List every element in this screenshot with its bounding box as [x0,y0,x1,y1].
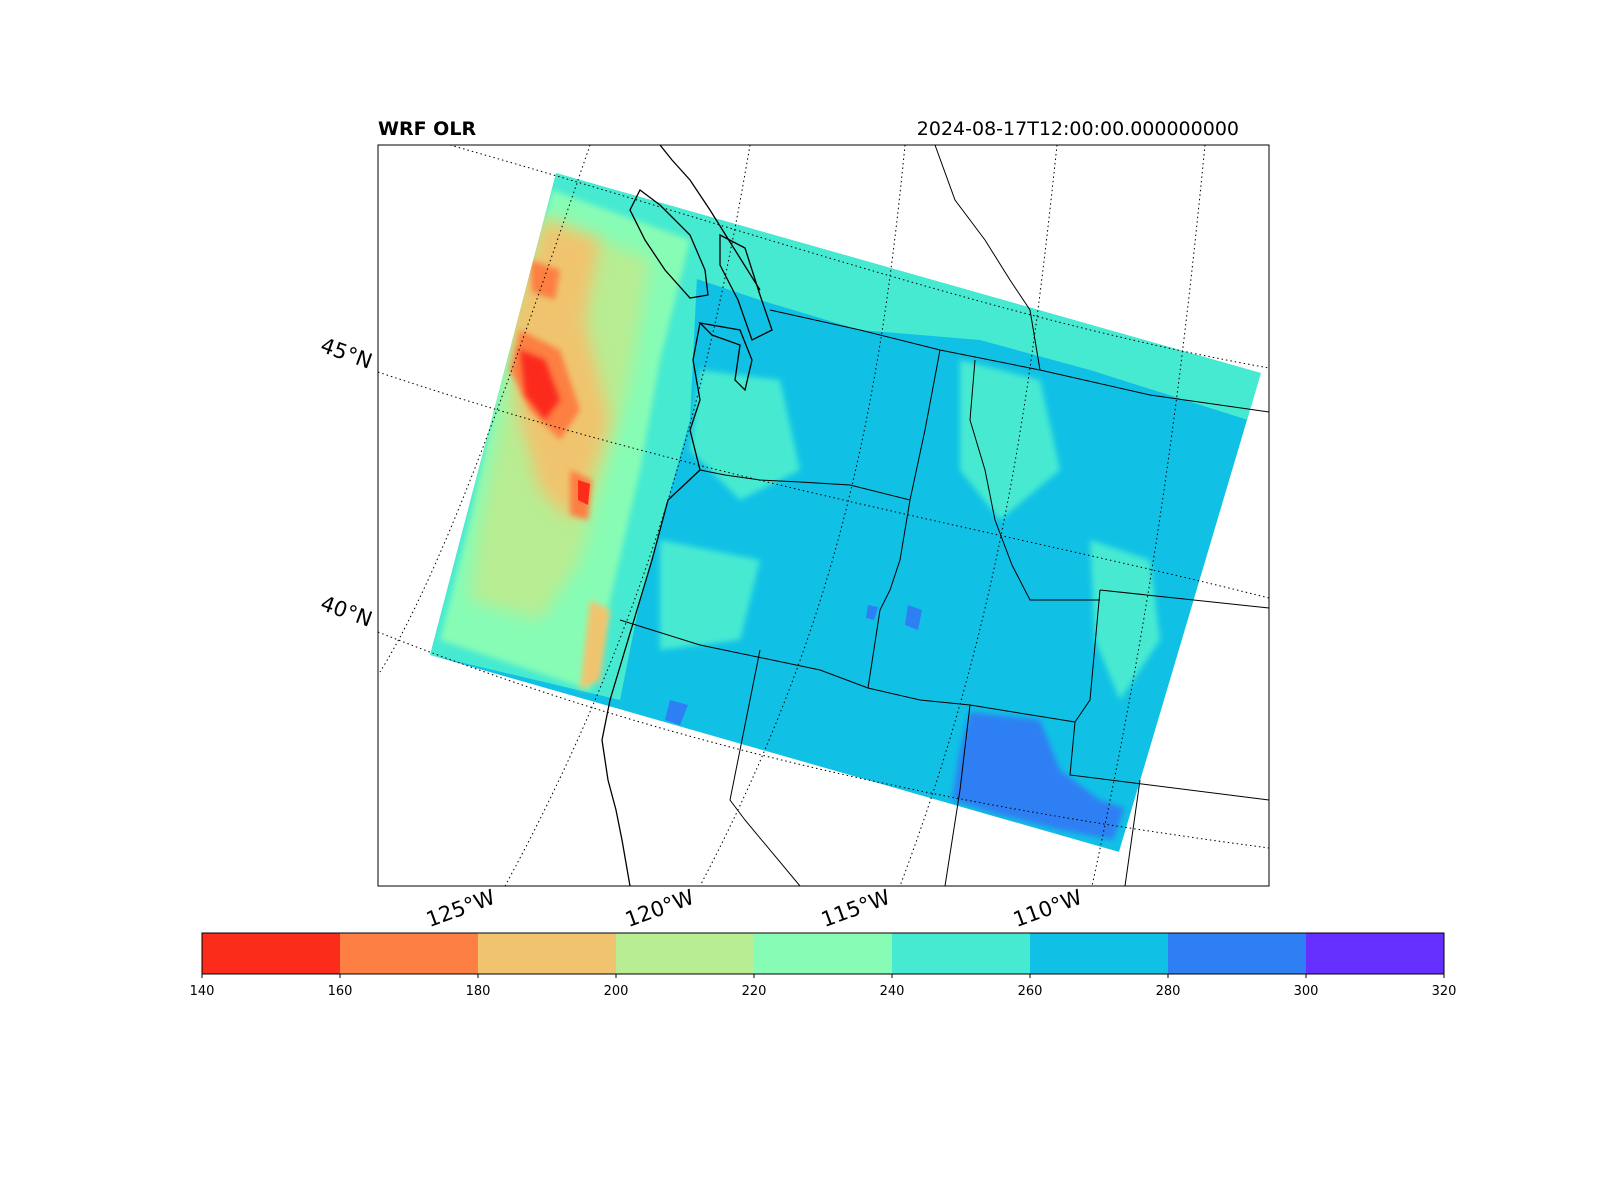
olr-contour-240-260 [660,540,760,650]
border-mt-id [969,359,1100,601]
colorbar-tick-label: 240 [880,984,905,999]
coastline [601,322,701,886]
olr-contour-240-260 [1090,540,1160,700]
colorbar-bin-240-260 [892,933,1031,974]
colorbar-bins [201,932,1445,975]
colorbar-bin-260-280 [1030,933,1169,974]
border-us-canada [769,309,1269,413]
olr-contour-280-300 [866,605,878,620]
olr-contour-240-260 [556,173,1261,420]
graticule-lon-110 [899,145,1058,886]
colorbar-bin-200-220 [616,933,755,974]
colorbar-tick-label: 180 [466,984,491,999]
olr-contour-160-180 [530,260,560,300]
map-title: WRF OLR [378,118,477,140]
border-id-west [867,349,941,689]
colorbar-tick-label: 280 [1156,984,1181,999]
colorbar-tick-label: 260 [1018,984,1043,999]
border-mt-wy [1099,589,1269,609]
olr-contour-140-160 [520,350,560,420]
olr-contour-240-260 [690,370,800,500]
border-canada-bc [934,145,1041,371]
colorbar-bin-140-160 [202,933,341,974]
colorbar-tick-label: 220 [742,984,767,999]
colorbar-tick-label: 200 [604,984,629,999]
map-timestamp: 2024-08-17T12:00:00.000000000 [916,118,1239,140]
border-wy [1069,589,1269,801]
map-lines [378,145,1269,886]
colorbar-ticks: 140 160 180 200 220 240 260 280 300 320 [190,974,1457,999]
colorbar-tick-label: 320 [1432,984,1457,999]
graticule-lat-45 [378,371,1269,599]
bc-coast [659,145,761,291]
colorbar-tick-label: 160 [328,984,353,999]
colorbar-bin-220-240 [754,933,893,974]
border-ca-nv [729,649,801,886]
olr-contour-180-200 [580,600,610,690]
olr-contour-280-300 [905,605,922,630]
colorbar-tick-label: 140 [190,984,215,999]
colorbar-bin-180-200 [478,933,617,974]
colorbar-bin-280-300 [1168,933,1307,974]
colorbar-tick-label: 300 [1294,984,1319,999]
puget-sound [698,233,773,392]
map-frame [377,144,1270,887]
border-wa-or [699,469,911,501]
colorbar-frame [201,932,1445,975]
olr-contour-240-260 [960,360,1060,520]
olr-contour-280-300 [952,712,1125,840]
olr-field [430,173,1261,852]
olr-contour-280-300 [665,700,688,725]
border-nv-ut [944,704,971,886]
border-ut-co [1124,779,1141,886]
graticule-lat-40 [378,631,1269,849]
olr-contour-140-160 [578,480,590,505]
colorbar-bin-160-180 [340,933,479,974]
graticule-lon-105 [1091,145,1206,886]
graticule-lon-120 [504,145,751,886]
colorbar-bin-300-320 [1306,933,1445,974]
vancouver-island [629,189,709,299]
